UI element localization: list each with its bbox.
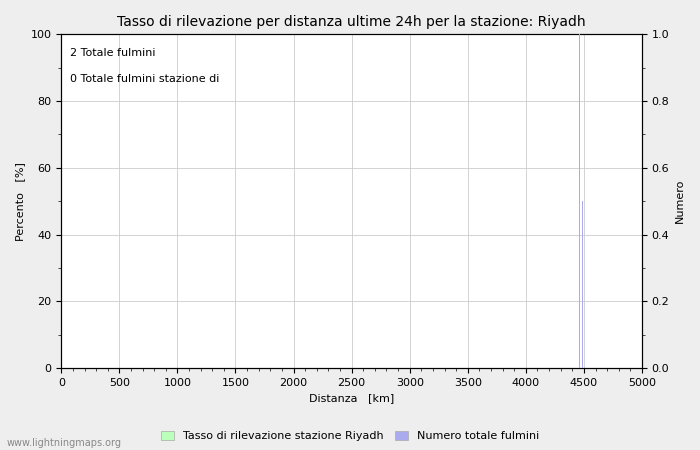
Title: Tasso di rilevazione per distanza ultime 24h per la stazione: Riyadh: Tasso di rilevazione per distanza ultime… (118, 15, 586, 29)
Y-axis label: Percento   [%]: Percento [%] (15, 162, 25, 241)
Text: 0 Totale fulmini stazione di: 0 Totale fulmini stazione di (70, 74, 219, 85)
Text: 2 Totale fulmini: 2 Totale fulmini (70, 48, 155, 58)
Legend: Tasso di rilevazione stazione Riyadh, Numero totale fulmini: Tasso di rilevazione stazione Riyadh, Nu… (158, 428, 542, 445)
X-axis label: Distanza   [km]: Distanza [km] (309, 393, 394, 404)
Text: www.lightningmaps.org: www.lightningmaps.org (7, 438, 122, 448)
Y-axis label: Numero: Numero (675, 179, 685, 224)
